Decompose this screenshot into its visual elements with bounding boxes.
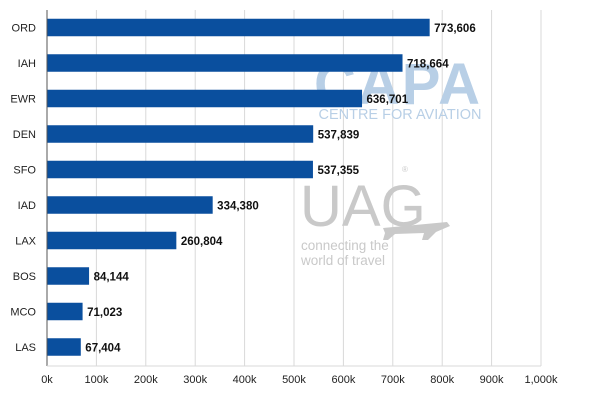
capa-subtitle: CENTRE FOR AVIATION (318, 107, 481, 123)
value-label: 636,701 (367, 94, 409, 106)
x-tick-label: 900k (480, 374, 504, 386)
category-axis-labels: ORD IAH EWR DEN SFO IAD LAX BOS MCO LAS (10, 23, 36, 355)
bar (47, 54, 403, 72)
x-tick-label: 1,000k (524, 374, 558, 386)
value-label: 718,664 (407, 59, 449, 71)
x-tick-label: 300k (183, 374, 207, 386)
category-label: DEN (13, 129, 36, 141)
x-tick-label: 200k (134, 374, 158, 386)
bar (47, 196, 213, 214)
bar (47, 338, 81, 356)
value-label: 537,839 (318, 130, 360, 142)
bar (47, 231, 177, 250)
value-label: 84,144 (94, 272, 130, 284)
value-label: 67,404 (85, 343, 121, 355)
x-tick-label: 700k (381, 374, 405, 386)
category-label: LAX (15, 236, 36, 248)
watermark: CAPA CENTRE FOR AVIATION UAG ® connectin… (300, 52, 482, 268)
value-label: 773,606 (434, 23, 476, 35)
category-label: LAS (15, 342, 36, 354)
x-tick-label: 500k (282, 374, 306, 386)
category-label: BOS (13, 271, 36, 283)
bars (47, 18, 430, 356)
uag-tagline-line1: connecting the (301, 238, 389, 253)
bar (47, 160, 313, 179)
bar-value-labels: 773,606 718,664 636,701 537,839 537,355 334,3… (85, 23, 475, 355)
value-label: 537,355 (317, 165, 359, 177)
value-label: 71,023 (87, 307, 122, 319)
bar (47, 302, 83, 321)
bar (47, 125, 314, 143)
value-label: 260,804 (181, 236, 223, 248)
category-label: MCO (10, 307, 36, 319)
category-label: SFO (13, 165, 36, 177)
x-axis-tick-labels: 0k 100k 200k 300k 400k 500k 600k 700k 800k 900k 1,… (41, 374, 558, 386)
value-label: 334,380 (217, 201, 259, 213)
x-tick-label: 800k (430, 374, 454, 386)
x-tick-label: 0k (41, 374, 53, 386)
x-tick-label: 600k (331, 374, 355, 386)
bar (47, 89, 363, 108)
bar (47, 267, 90, 285)
x-tick-label: 400k (233, 374, 257, 386)
uag-registered-mark: ® (402, 165, 408, 174)
category-label: ORD (12, 23, 37, 35)
x-tick-label: 100k (84, 374, 108, 386)
category-label: IAD (18, 200, 36, 212)
airplane-icon (383, 222, 450, 240)
uag-tagline-line2: world of travel (300, 253, 385, 268)
category-label: IAH (18, 58, 36, 70)
category-label: EWR (10, 94, 36, 106)
bar (47, 18, 430, 37)
